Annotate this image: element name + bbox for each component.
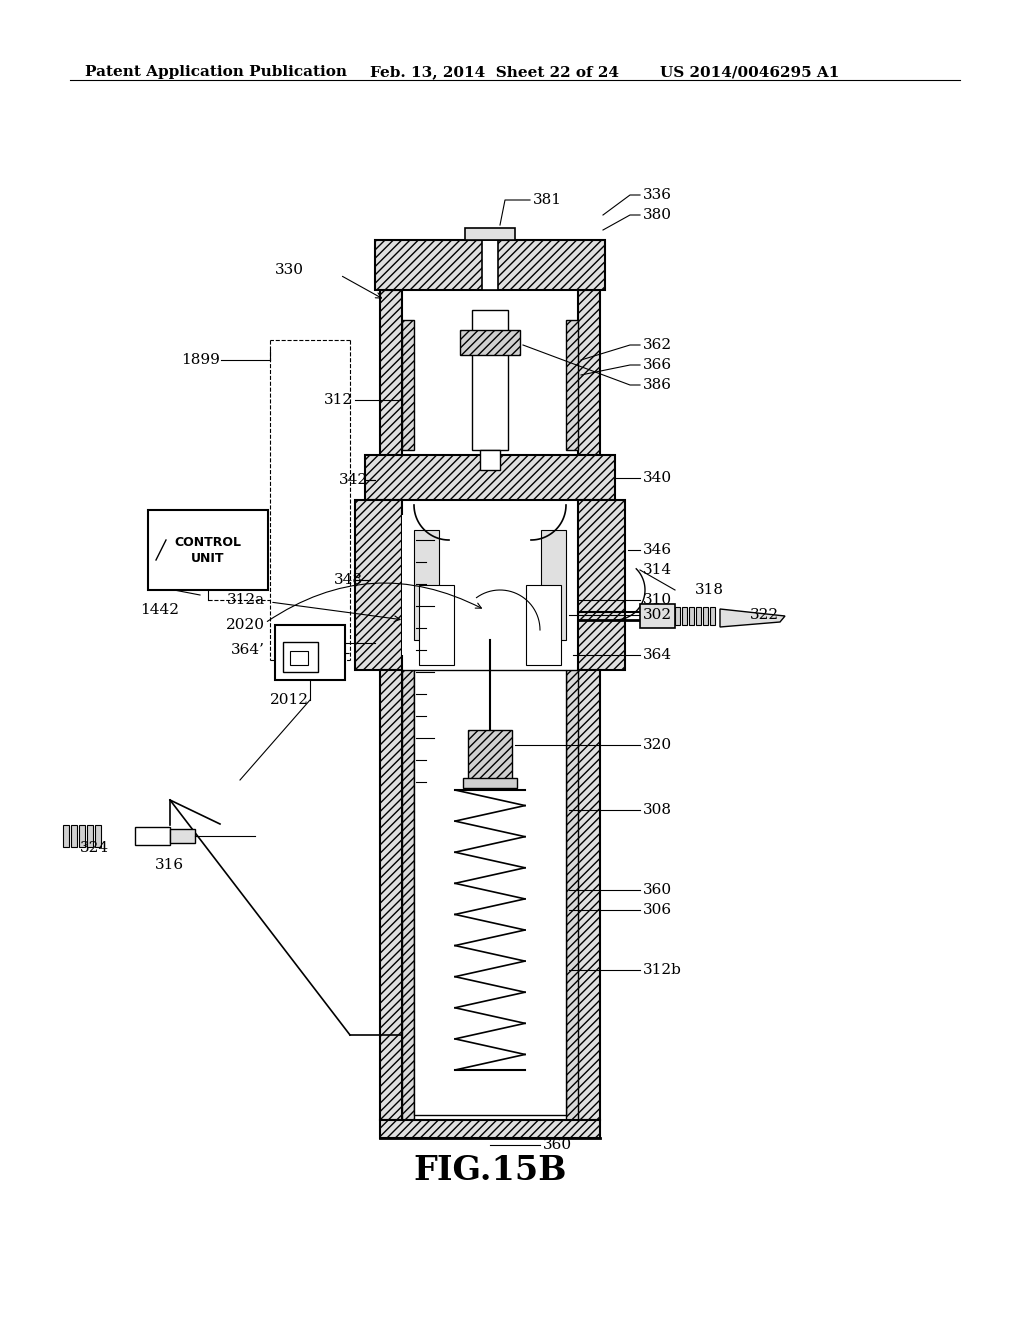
Text: 330: 330 (275, 263, 304, 277)
Text: 312: 312 (324, 393, 353, 407)
Bar (463, 777, 517, 788)
Bar (566, 319, 578, 450)
Bar (71, 825, 77, 847)
Bar (380, 290, 402, 470)
Bar (79, 825, 85, 847)
Bar (578, 671, 600, 1119)
Bar (87, 825, 93, 847)
Text: 346: 346 (643, 543, 672, 557)
Text: 366: 366 (643, 358, 672, 372)
Bar (578, 290, 600, 470)
Bar (380, 671, 402, 1119)
Text: 324: 324 (80, 841, 110, 855)
Bar (682, 607, 687, 624)
Text: 380: 380 (643, 209, 672, 222)
Text: 342: 342 (339, 473, 368, 487)
Bar (170, 829, 195, 843)
Text: 308: 308 (643, 803, 672, 817)
Bar (283, 642, 318, 672)
Text: CONTROL: CONTROL (174, 536, 242, 549)
Bar (402, 319, 414, 450)
Bar (402, 515, 414, 655)
Text: 1442: 1442 (140, 603, 179, 616)
Bar (148, 510, 268, 590)
Text: 322: 322 (750, 609, 779, 622)
Text: 381: 381 (534, 193, 562, 207)
Text: 312b: 312b (643, 964, 682, 977)
Text: 314: 314 (643, 564, 672, 577)
Bar (541, 531, 566, 640)
Bar (566, 671, 578, 1119)
Bar (526, 585, 561, 665)
Text: UNIT: UNIT (191, 552, 224, 565)
Bar (275, 624, 345, 680)
Text: 360: 360 (543, 1138, 572, 1152)
Bar (703, 607, 708, 624)
Text: Feb. 13, 2014  Sheet 22 of 24: Feb. 13, 2014 Sheet 22 of 24 (370, 65, 618, 79)
Text: 318: 318 (695, 583, 724, 597)
Text: 2012: 2012 (270, 693, 309, 708)
Bar (63, 825, 69, 847)
Text: Patent Application Publication: Patent Application Publication (85, 65, 347, 79)
Bar (465, 228, 515, 240)
Text: 364’: 364’ (231, 643, 265, 657)
Bar (689, 607, 694, 624)
Text: 320: 320 (643, 738, 672, 752)
Bar (95, 825, 101, 847)
Text: 348: 348 (334, 573, 362, 587)
Text: 386: 386 (643, 378, 672, 392)
Bar (414, 531, 439, 640)
Bar (135, 828, 170, 845)
Text: 362: 362 (643, 338, 672, 352)
Text: 364: 364 (643, 648, 672, 663)
Bar (419, 585, 454, 665)
Text: 316: 316 (155, 858, 184, 873)
Text: US 2014/0046295 A1: US 2014/0046295 A1 (660, 65, 840, 79)
Bar (578, 500, 625, 671)
Bar (355, 500, 402, 671)
Text: 306: 306 (643, 903, 672, 917)
Text: FIG.15B: FIG.15B (414, 1154, 566, 1187)
Text: 2020: 2020 (226, 618, 265, 632)
Bar (640, 605, 675, 628)
Bar (375, 240, 605, 290)
Text: 310: 310 (643, 593, 672, 607)
Bar (402, 671, 414, 1119)
Text: 360: 360 (643, 883, 672, 898)
Bar (480, 450, 500, 470)
Bar (365, 455, 615, 500)
Bar (460, 330, 520, 355)
Bar (468, 730, 512, 780)
Bar (482, 240, 498, 290)
Bar (414, 319, 566, 450)
Text: 302: 302 (643, 609, 672, 622)
Bar (696, 607, 701, 624)
Text: 1899: 1899 (181, 352, 220, 367)
Text: 340: 340 (643, 471, 672, 484)
Bar (380, 1119, 600, 1138)
Text: 312a: 312a (227, 593, 265, 607)
Bar (414, 671, 566, 1115)
Bar (675, 607, 680, 624)
Text: 336: 336 (643, 187, 672, 202)
Bar (290, 651, 308, 665)
Polygon shape (720, 609, 785, 627)
Bar (472, 310, 508, 450)
Bar (710, 607, 715, 624)
Bar (472, 230, 508, 240)
